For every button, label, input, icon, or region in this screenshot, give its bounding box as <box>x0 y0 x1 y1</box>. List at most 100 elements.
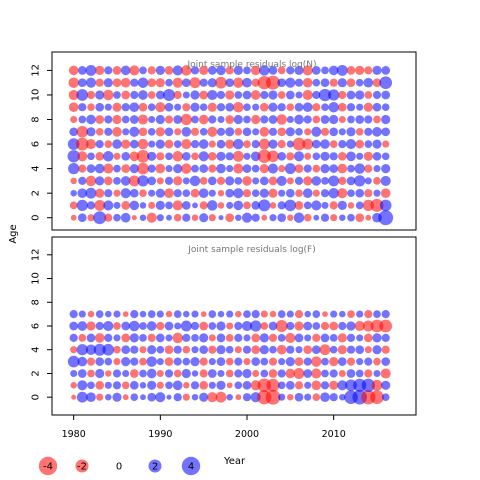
residual-bubble <box>225 78 235 88</box>
residual-bubble <box>104 357 113 366</box>
residual-bubble <box>208 334 216 342</box>
residual-bubble <box>95 78 104 87</box>
residual-bubble <box>277 381 286 390</box>
residual-bubble <box>266 378 280 392</box>
residual-bubble <box>165 201 173 210</box>
residual-bubble <box>199 357 208 366</box>
residual-bubble <box>94 163 105 174</box>
residual-bubble <box>172 77 183 88</box>
residual-bubble <box>268 321 278 331</box>
residual-bubble <box>182 393 190 401</box>
residual-bubble <box>137 77 149 88</box>
residual-bubble <box>243 201 251 210</box>
residual-bubble <box>155 78 165 88</box>
residual-bubble <box>155 200 165 210</box>
residual-bubble <box>276 114 287 125</box>
residual-bubble <box>146 212 157 223</box>
residual-bubble <box>268 66 278 75</box>
residual-bubble <box>113 334 121 342</box>
residual-bubble <box>87 381 95 390</box>
residual-bubble <box>373 369 381 378</box>
residual-bubble <box>113 177 121 185</box>
residual-bubble <box>182 91 190 99</box>
residual-bubble <box>121 139 131 149</box>
residual-bubble <box>199 345 209 355</box>
residual-bubble <box>208 310 217 318</box>
residual-bubble <box>113 189 121 197</box>
residual-bubble <box>172 200 183 211</box>
residual-bubble <box>328 89 340 101</box>
residual-bubble <box>173 90 182 100</box>
residual-bubble <box>225 139 235 149</box>
residual-bubble <box>243 103 251 112</box>
residual-bubble <box>129 380 139 390</box>
residual-bubble <box>139 189 147 198</box>
residual-bubble <box>76 89 89 101</box>
residual-bubble <box>199 321 209 331</box>
residual-bubble <box>321 103 329 112</box>
residual-bubble <box>190 321 200 331</box>
residual-bubble <box>337 102 347 112</box>
residual-bubble <box>121 164 131 173</box>
residual-bubble <box>155 163 166 174</box>
residual-bubble <box>303 213 312 222</box>
residual-bubble <box>156 214 164 222</box>
residual-bubble <box>129 151 140 162</box>
panel-frame <box>51 51 417 231</box>
residual-bubble <box>303 115 312 124</box>
residual-bubble <box>330 310 338 318</box>
residual-bubble <box>190 102 200 112</box>
residual-bubble <box>365 214 372 221</box>
residual-bubble <box>68 65 79 76</box>
residual-bubble <box>329 321 339 331</box>
residual-bubble <box>95 65 105 75</box>
residual-bubble <box>260 115 269 124</box>
residual-bubble <box>130 90 139 100</box>
residual-bubble <box>304 152 312 160</box>
plot-panel-panel-n: Joint sample residuals log(N) 0 2 4 6 8 10 12 <box>31 51 417 231</box>
residual-bubble <box>199 90 209 100</box>
residual-bubble <box>121 357 131 367</box>
residual-bubble <box>199 78 208 87</box>
residual-bubble <box>173 189 182 198</box>
residual-bubble <box>225 127 235 137</box>
residual-bubble <box>95 368 105 379</box>
residual-bubble <box>338 115 346 124</box>
residual-bubble <box>78 310 86 318</box>
residual-bubble <box>294 381 304 390</box>
residual-bubble <box>68 89 79 101</box>
residual-bubble <box>95 127 104 136</box>
residual-bubble <box>329 334 338 342</box>
residual-bubble <box>164 321 174 331</box>
residual-bubble <box>294 78 304 87</box>
residual-bubble <box>70 214 77 221</box>
residual-bubble <box>190 381 200 390</box>
residual-bubble <box>104 127 113 136</box>
legend-bubble <box>75 459 89 473</box>
residual-bubble <box>277 369 286 378</box>
residual-bubble <box>139 66 147 75</box>
residual-bubble <box>180 113 192 126</box>
residual-bubble <box>337 380 348 391</box>
residual-bubble <box>104 333 113 343</box>
residual-bubble <box>268 102 278 112</box>
residual-bubble <box>234 369 243 378</box>
residual-bubble <box>174 322 182 330</box>
residual-bubble <box>364 357 373 366</box>
residual-bubble <box>225 102 235 112</box>
residual-bubble <box>312 164 321 173</box>
residual-bubble <box>103 176 113 186</box>
residual-bubble <box>364 66 373 75</box>
residual-bubble <box>268 333 278 343</box>
residual-bubble <box>87 214 95 222</box>
residual-bubble <box>139 382 147 389</box>
residual-bubble <box>173 345 182 354</box>
residual-bubble <box>355 369 364 378</box>
residual-bubble <box>77 66 87 75</box>
legend-bubble <box>38 456 58 476</box>
residual-bubble <box>285 332 296 343</box>
residual-bubble <box>207 369 217 378</box>
residual-bubble <box>337 200 347 210</box>
residual-bubble <box>85 175 97 187</box>
residual-bubble <box>76 199 88 212</box>
